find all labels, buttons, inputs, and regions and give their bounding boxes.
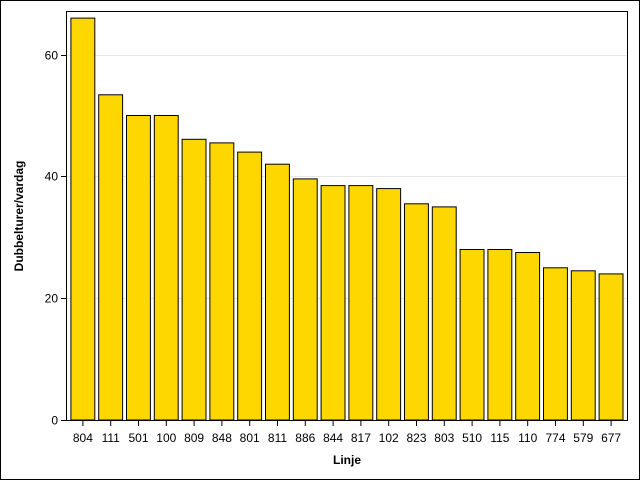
y-tick-label: 0 bbox=[51, 414, 58, 428]
bar-811 bbox=[265, 163, 290, 421]
y-tick-label: 60 bbox=[45, 49, 59, 63]
bar-886 bbox=[292, 178, 318, 421]
bars bbox=[70, 17, 624, 421]
x-tick-label-774: 774 bbox=[545, 431, 565, 445]
bar-102 bbox=[376, 188, 402, 421]
x-tick-label-102: 102 bbox=[379, 431, 399, 445]
x-tick-label-804: 804 bbox=[73, 431, 93, 445]
bar-677 bbox=[598, 273, 624, 421]
x-tick-label-844: 844 bbox=[323, 431, 343, 445]
x-tick-label-823: 823 bbox=[406, 431, 426, 445]
x-tick-label-848: 848 bbox=[212, 431, 232, 445]
bar-809 bbox=[181, 138, 207, 421]
x-tick-label-501: 501 bbox=[128, 431, 148, 445]
x-tick-label-110: 110 bbox=[518, 431, 537, 445]
bar-803 bbox=[431, 206, 457, 421]
bar-501 bbox=[126, 115, 151, 421]
x-tick-label-886: 886 bbox=[295, 431, 315, 445]
bar-100 bbox=[153, 115, 179, 421]
x-tick-label-579: 579 bbox=[573, 431, 593, 445]
bar-579 bbox=[570, 270, 596, 421]
x-tick-label-111: 111 bbox=[102, 431, 121, 445]
bar-774 bbox=[543, 267, 568, 421]
bar-111 bbox=[98, 94, 124, 421]
bar-801 bbox=[237, 151, 263, 421]
y-axis: 0 20 40 60 bbox=[45, 49, 67, 428]
x-tick-label-811: 811 bbox=[268, 431, 287, 445]
x-axis-title: Linje bbox=[333, 453, 361, 467]
bar-115 bbox=[487, 249, 513, 421]
bar-823 bbox=[404, 203, 429, 421]
y-axis-title: Dubbelturer/vardag bbox=[12, 161, 26, 272]
x-tick-label-115: 115 bbox=[490, 431, 509, 445]
plot-area bbox=[66, 11, 628, 421]
y-tick-label: 20 bbox=[45, 292, 59, 306]
x-tick-label-100: 100 bbox=[156, 431, 176, 445]
x-tick-label-801: 801 bbox=[240, 431, 260, 445]
x-tick-label-809: 809 bbox=[184, 431, 204, 445]
x-tick-label-817: 817 bbox=[351, 431, 371, 445]
bar-110 bbox=[515, 252, 541, 421]
gridlines bbox=[67, 55, 627, 299]
x-tick-label-677: 677 bbox=[601, 431, 621, 445]
y-tick-label: 40 bbox=[45, 170, 59, 184]
x-tick-label-510: 510 bbox=[462, 431, 482, 445]
x-tick-label-803: 803 bbox=[434, 431, 454, 445]
bar-510 bbox=[459, 249, 485, 421]
bar-848 bbox=[209, 142, 235, 421]
bar-817 bbox=[348, 185, 374, 421]
x-axis: 804 111 501 100 809 848 801 811 886 844 817 102 823 8… bbox=[73, 420, 621, 445]
bar-844 bbox=[320, 185, 346, 421]
bar-804 bbox=[70, 17, 96, 421]
